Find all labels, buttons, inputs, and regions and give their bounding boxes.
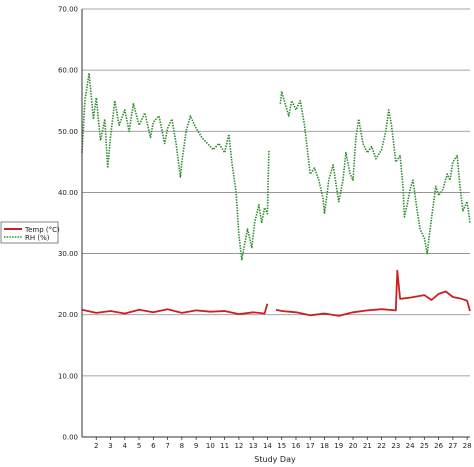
x-tick-label: 8 bbox=[180, 442, 184, 450]
series-layer bbox=[81, 72, 471, 317]
legend-label-rh: RH (%) bbox=[25, 234, 50, 242]
x-tick-label: 26 bbox=[434, 442, 443, 450]
y-tick-label: 0.00 bbox=[62, 434, 78, 442]
x-tick-label: 28 bbox=[463, 442, 472, 450]
x-tick-label: 11 bbox=[220, 442, 229, 450]
x-tick-label: 18 bbox=[320, 442, 329, 450]
x-tick-label: 17 bbox=[306, 442, 315, 450]
gridlines bbox=[82, 8, 470, 377]
x-tick-label: 6 bbox=[151, 442, 156, 450]
x-tick-label: 10 bbox=[206, 442, 215, 450]
x-tick-label: 21 bbox=[363, 442, 372, 450]
legend-label-temp: Temp (°C) bbox=[24, 226, 60, 234]
x-tick-label: 13 bbox=[249, 442, 258, 450]
x-tick-label: 24 bbox=[406, 442, 415, 450]
x-tick-label: 12 bbox=[234, 442, 243, 450]
y-tick-labels: 0.00 10.00 20.00 30.00 40.00 50.00 60.00 70.00 bbox=[58, 6, 78, 442]
axes bbox=[81, 9, 470, 440]
x-tick-label: 23 bbox=[391, 442, 400, 450]
x-tick-label: 22 bbox=[377, 442, 386, 450]
y-tick-label: 30.00 bbox=[58, 250, 78, 258]
x-tick-label: 4 bbox=[123, 442, 128, 450]
series-line-rh-segment-2 bbox=[279, 90, 471, 255]
y-tick-label: 70.00 bbox=[58, 6, 78, 14]
series-line-temp-segment-1 bbox=[81, 303, 269, 316]
x-tick-label: 27 bbox=[448, 442, 457, 450]
legend: Temp (°C) RH (%) bbox=[0, 221, 60, 244]
x-tick-label: 15 bbox=[277, 442, 286, 450]
y-tick-label: 50.00 bbox=[58, 128, 78, 136]
y-tick-label: 40.00 bbox=[58, 189, 78, 197]
series-line-rh-segment-1 bbox=[81, 72, 270, 261]
x-tick-label: 25 bbox=[420, 442, 429, 450]
x-tick-label: 7 bbox=[165, 442, 169, 450]
x-axis-title: Study Day bbox=[254, 455, 296, 464]
x-tick-label: 16 bbox=[292, 442, 301, 450]
series-line-temp-segment-2 bbox=[275, 269, 471, 317]
x-tick-label: 9 bbox=[194, 442, 198, 450]
x-tick-label: 19 bbox=[334, 442, 343, 450]
x-tick-label: 3 bbox=[108, 442, 112, 450]
x-tick-label: 20 bbox=[349, 442, 358, 450]
y-tick-label: 10.00 bbox=[58, 372, 78, 380]
y-tick-label: 20.00 bbox=[58, 311, 78, 319]
x-tick-label: 14 bbox=[263, 442, 272, 450]
x-tick-label: 5 bbox=[137, 442, 141, 450]
x-tick-labels: 2 3 4 5 6 7 8 9 10 11 12 13 14 15 16 17 18 19 20 21 22 23 24 25… bbox=[94, 442, 472, 450]
x-tick-label: 2 bbox=[94, 442, 98, 450]
y-tick-label: 60.00 bbox=[58, 67, 78, 75]
